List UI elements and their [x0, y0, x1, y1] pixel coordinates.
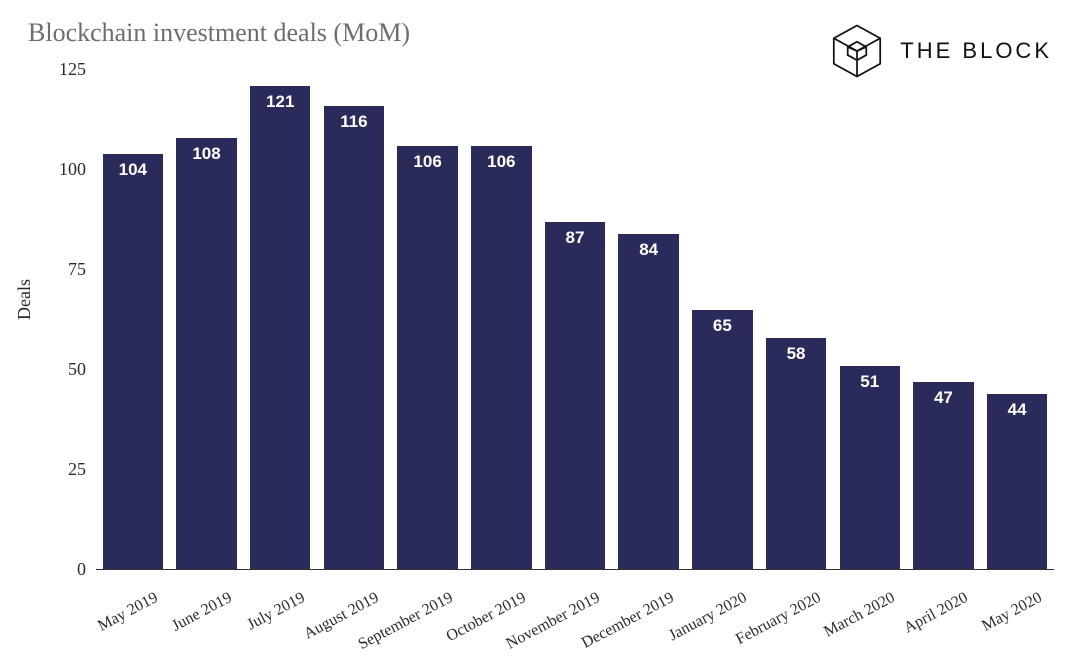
- bar-value-label: 51: [860, 372, 879, 392]
- y-tick-label: 0: [46, 559, 86, 580]
- bar-value-label: 106: [487, 152, 515, 172]
- bar-value-label: 106: [413, 152, 441, 172]
- plot-area: 104 108 121 116 106 106 87 84 65 58 51 47 44: [96, 70, 1054, 570]
- y-tick-label: 100: [46, 159, 86, 180]
- y-tick-label: 25: [46, 459, 86, 480]
- y-tick-label: 75: [46, 259, 86, 280]
- bar-value-label: 47: [934, 388, 953, 408]
- x-axis-labels: May 2019June 2019July 2019August 2019Sep…: [96, 574, 1054, 654]
- y-tick-label: 50: [46, 359, 86, 380]
- bar-value-label: 58: [787, 344, 806, 364]
- chart-title: Blockchain investment deals (MoM): [28, 18, 410, 48]
- bar: 121: [250, 86, 310, 570]
- y-tick-label: 125: [46, 59, 86, 80]
- bar: 108: [176, 138, 236, 570]
- bar: 65: [692, 310, 752, 570]
- bar: 58: [766, 338, 826, 570]
- bar-value-label: 87: [566, 228, 585, 248]
- bar: 106: [397, 146, 457, 570]
- bar: 104: [103, 154, 163, 570]
- bar-series: 104 108 121 116 106 106 87 84 65 58 51 47 44: [96, 70, 1054, 570]
- x-axis-baseline: [96, 569, 1054, 570]
- bar: 116: [324, 106, 384, 570]
- bar: 47: [913, 382, 973, 570]
- bar-value-label: 121: [266, 92, 294, 112]
- bar: 87: [545, 222, 605, 570]
- bar-value-label: 104: [119, 160, 147, 180]
- bar-value-label: 108: [192, 144, 220, 164]
- bar: 84: [618, 234, 678, 570]
- bar: 51: [840, 366, 900, 570]
- bar-value-label: 84: [639, 240, 658, 260]
- bar: 44: [987, 394, 1047, 570]
- bar-value-label: 65: [713, 316, 732, 336]
- brand-text: THE BLOCK: [900, 38, 1052, 64]
- y-axis-label: Deals: [14, 279, 35, 320]
- bar: 106: [471, 146, 531, 570]
- bar-value-label: 44: [1008, 400, 1027, 420]
- bar-value-label: 116: [340, 112, 367, 132]
